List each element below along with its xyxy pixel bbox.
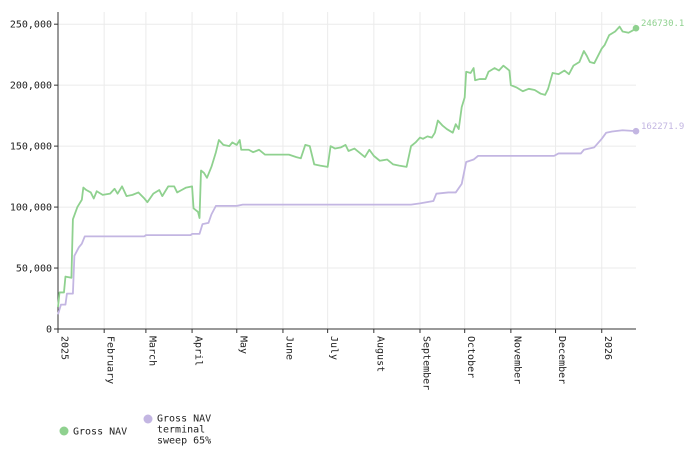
y-tick-label: 150,000 <box>10 142 52 153</box>
series-end-marker-1 <box>632 127 640 135</box>
y-tick-label: 50,000 <box>16 264 52 275</box>
legend-swatch-1 <box>143 414 153 424</box>
x-tick-label: April <box>193 336 204 366</box>
x-tick-label: June <box>283 336 294 360</box>
x-tick-label: August <box>374 336 385 372</box>
series-line-1 <box>57 129 637 315</box>
y-tick-label: 100,000 <box>10 203 52 214</box>
legend-label-1: Gross NAV terminal sweep 65% <box>157 414 211 447</box>
x-tick-label: February <box>105 336 116 384</box>
x-tick-label: November <box>511 336 522 384</box>
legend: Gross NAV Gross NAV terminal sweep 65% <box>59 414 211 447</box>
grid <box>57 12 636 330</box>
y-tick-label: 250,000 <box>10 20 52 31</box>
series: 246730.1 162271.9 <box>57 19 684 315</box>
series-end-label-0: 246730.1 <box>641 19 684 29</box>
series-end-label-1: 162271.9 <box>641 122 684 132</box>
x-tick-label: September <box>420 336 431 390</box>
y-tick-label: 0 <box>46 325 52 336</box>
legend-label-0: Gross NAV <box>73 427 127 438</box>
x-tick-label: 2025 <box>59 336 70 360</box>
x-tick-label: December <box>556 336 567 384</box>
x-tick-label: May <box>237 336 248 354</box>
x-tick-label: July <box>328 336 339 360</box>
legend-swatch-0 <box>59 426 69 436</box>
series-end-marker-0 <box>632 24 640 32</box>
x-tick-label: 2026 <box>602 336 613 360</box>
x-tick-label: March <box>146 336 157 366</box>
axes: 0 50,000 100,000 150,000 200,000 250,000 2025 F… <box>10 12 636 390</box>
series-line-0 <box>57 25 637 308</box>
y-tick-label: 200,000 <box>10 81 52 92</box>
x-tick-label: October <box>465 336 476 378</box>
